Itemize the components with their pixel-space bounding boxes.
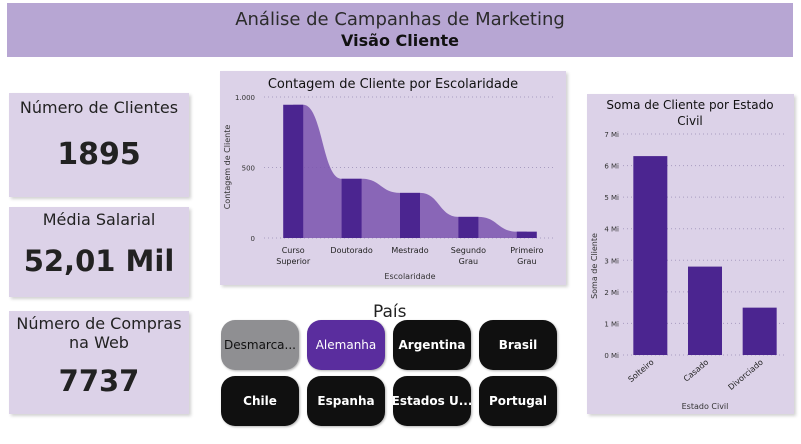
x-tick-label: Mestrado: [391, 246, 428, 255]
chart-card-escolaridade[interactable]: Contagem de Cliente por Escolaridade Con…: [220, 71, 566, 285]
page-subtitle: Visão Cliente: [341, 31, 459, 50]
y-tick-label: 0 Mi: [604, 352, 619, 360]
chart-title-line2: Civil: [677, 114, 702, 128]
page-header: Análise de Campanhas de Marketing Visão …: [7, 3, 793, 57]
x-tick-label: Primeiro Grau: [510, 246, 543, 266]
ribbon-3: [468, 216, 527, 238]
y-tick-label: 3 Mi: [604, 257, 619, 265]
chart-escolaridade[interactable]: Contagem de Cliente por Escolaridade Con…: [220, 71, 566, 285]
x-tick-label: Doutorado: [330, 246, 372, 255]
kpi-card-compras-web[interactable]: Número de Compras na Web 7737: [9, 311, 189, 414]
x-tick-label: Segundo Grau: [451, 246, 486, 266]
ribbon-1: [351, 178, 410, 238]
chart-title: Contagem de Cliente por Escolaridade: [268, 77, 518, 92]
y-tick-label: 5 Mi: [604, 194, 619, 202]
bar-mestrado[interactable]: [400, 192, 420, 238]
y-tick-label: 1 Mi: [604, 320, 619, 328]
slicer-item-argentina[interactable]: Argentina: [393, 320, 471, 370]
slicer-item-alemanha[interactable]: Alemanha: [307, 320, 385, 370]
y-axis-label: Soma de Cliente: [590, 233, 599, 299]
kpi-label: Média Salarial: [42, 210, 156, 229]
slicer-item-espanha[interactable]: Espanha: [307, 376, 385, 426]
y-tick-label: 6 Mi: [604, 163, 619, 171]
bar-primeiro-grau[interactable]: [516, 231, 537, 238]
slicer-item-chile[interactable]: Chile: [221, 376, 299, 426]
bar-divorciado[interactable]: [742, 307, 777, 355]
bar-segundo-grau[interactable]: [458, 216, 479, 238]
bar-curso-superior[interactable]: [283, 104, 304, 238]
x-tick-label: Casado: [682, 358, 710, 384]
x-axis-label: Estado Civil: [682, 402, 729, 411]
kpi-label-line2: na Web: [69, 333, 129, 352]
x-tick-label: Divorciado: [727, 358, 766, 392]
ribbon-2: [410, 192, 469, 238]
y-tick-label: 2 Mi: [604, 289, 619, 297]
x-tick-label: Curso Superior: [276, 246, 311, 266]
bar-casado[interactable]: [688, 266, 722, 355]
slicer-item-portugal[interactable]: Portugal: [479, 376, 557, 426]
chart-estado-civil[interactable]: Soma de Cliente por Estado Civil Soma de…: [587, 94, 794, 414]
x-axis-label: Escolaridade: [384, 272, 435, 281]
kpi-value: 1895: [57, 137, 141, 172]
y-axis-label: Contagem de Cliente: [223, 125, 232, 210]
y-tick-label: 500: [242, 165, 255, 173]
y-tick-label: 0: [251, 235, 255, 243]
slicer-item-brasil[interactable]: Brasil: [479, 320, 557, 370]
slicer-title: País: [373, 302, 407, 322]
y-tick-label: 1.000: [235, 94, 255, 102]
y-tick-label: 4 Mi: [604, 226, 619, 234]
kpi-value: 52,01 Mil: [23, 244, 175, 278]
x-tick-label: Solteiro: [626, 358, 655, 385]
kpi-value: 7737: [58, 364, 140, 398]
kpi-card-clientes[interactable]: Número de Clientes 1895: [9, 93, 189, 197]
kpi-label: Número de Clientes: [19, 98, 179, 117]
chart-title-line1: Soma de Cliente por Estado: [606, 98, 773, 112]
ribbon-0: [293, 104, 352, 238]
slicer-item-estados-unidos[interactable]: Estados U...: [393, 376, 471, 426]
y-tick-label: 7 Mi: [604, 131, 619, 139]
slicer-item-desmarcar[interactable]: Desmarca...: [221, 320, 299, 370]
chart-card-estado-civil[interactable]: Soma de Cliente por Estado Civil Soma de…: [587, 94, 794, 414]
kpi-card-media-salarial[interactable]: Média Salarial 52,01 Mil: [9, 207, 189, 297]
bar-doutorado[interactable]: [341, 178, 362, 238]
kpi-label-line1: Número de Compras: [16, 314, 182, 333]
page-title: Análise de Campanhas de Marketing: [235, 9, 565, 30]
bar-solteiro[interactable]: [633, 156, 668, 355]
